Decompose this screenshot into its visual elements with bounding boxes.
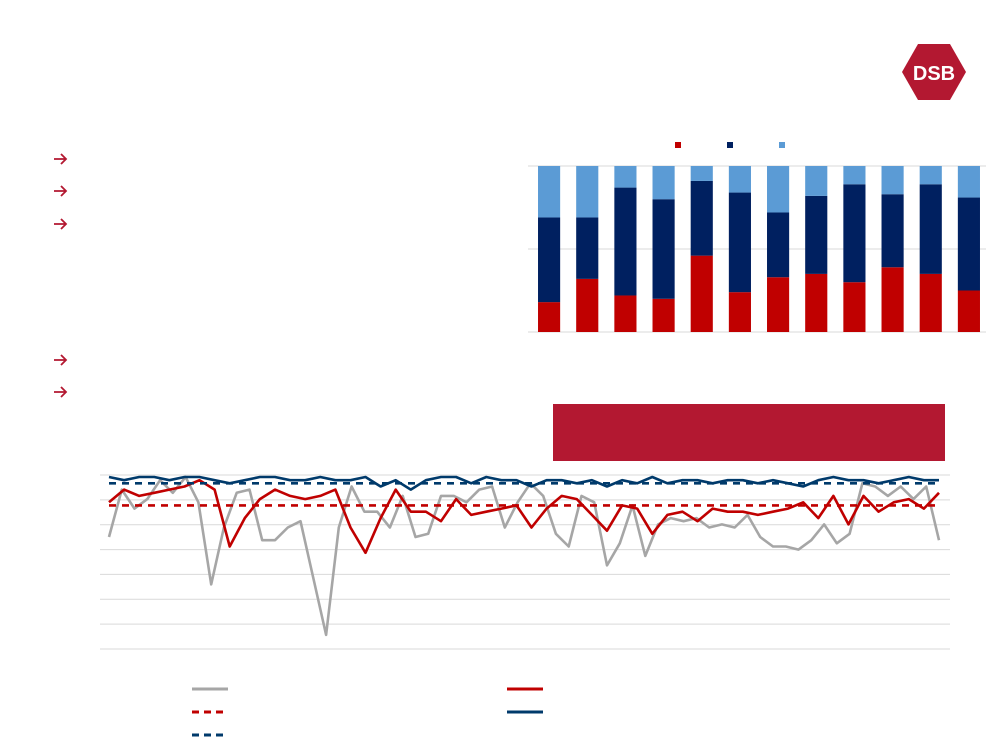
logo-hexagon (902, 44, 966, 100)
bar-segment (538, 166, 561, 218)
line-chart (100, 474, 950, 650)
bar-segment (957, 197, 980, 291)
bar-legend-marker (779, 142, 785, 148)
bar-segment (538, 217, 561, 303)
bar-segment (881, 194, 904, 268)
bar-segment (767, 277, 790, 332)
legend-navy-dashed (190, 728, 490, 742)
logo-text: DSB (913, 63, 955, 85)
bar-segment (843, 166, 866, 185)
bar-segment (919, 166, 942, 185)
bar-segment (614, 166, 637, 188)
bullet-arrow-icon (53, 384, 69, 400)
bar-legend-marker (727, 142, 733, 148)
bar-segment (767, 166, 790, 213)
bar-segment (576, 278, 599, 332)
bar-segment (538, 302, 561, 332)
bar-segment (843, 282, 866, 332)
bar-segment (881, 166, 904, 195)
bar-segment (805, 195, 828, 274)
bar-segment (728, 192, 751, 293)
legend-gray-line (190, 682, 490, 696)
legend-red-dashed (190, 705, 490, 719)
dsb-logo: DSB (902, 44, 966, 100)
bullet-arrow-icon (53, 352, 69, 368)
bar-segment (576, 217, 599, 279)
line-series (108, 478, 940, 555)
highlight-banner (553, 404, 945, 461)
bar-segment (957, 290, 980, 332)
bullet-arrow-icon (53, 183, 69, 199)
bar-segment (805, 166, 828, 196)
bar-segment (652, 298, 675, 332)
bar-legend-marker (675, 142, 681, 148)
bar-segment (767, 212, 790, 278)
bar-segment (728, 292, 751, 332)
bar-segment (881, 267, 904, 332)
bar-segment (843, 184, 866, 283)
bar-segment (690, 255, 713, 332)
bar-segment (652, 166, 675, 200)
bullet-arrow-icon (53, 216, 69, 232)
bar-segment (690, 166, 713, 181)
legend-red-line (505, 682, 805, 696)
bar-segment (805, 273, 828, 332)
bar-segment (919, 184, 942, 274)
line-series (107, 475, 941, 637)
bar-segment (957, 166, 980, 198)
bar-segment (614, 295, 637, 332)
line-series (108, 475, 939, 491)
bar-segment (690, 180, 713, 256)
bar-segment (576, 166, 599, 218)
bar-segment (652, 199, 675, 299)
stacked-bar-chart (528, 142, 986, 333)
bar-segment (728, 166, 751, 193)
bar-segment (614, 187, 637, 296)
bar-segment (919, 273, 942, 332)
bullet-arrow-icon (53, 151, 69, 167)
legend-navy-line (505, 705, 805, 719)
